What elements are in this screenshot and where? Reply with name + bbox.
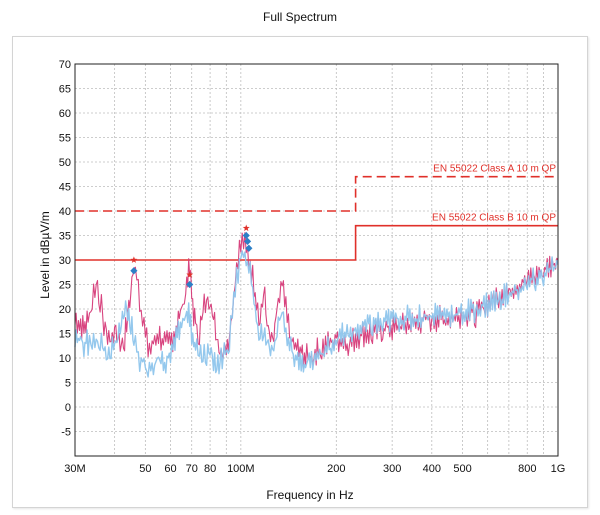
y-tick-label: 30 (59, 255, 71, 267)
chart-frame (12, 36, 588, 508)
qp-marker (243, 237, 252, 245)
y-tick-label: 50 (59, 157, 71, 169)
y-tick-label: 5 (65, 378, 71, 390)
limit-line (75, 224, 558, 261)
spectrum-trace (74, 250, 559, 378)
x-axis-label: Frequency in Hz (266, 488, 353, 502)
y-tick-label: 15 (59, 329, 71, 341)
y-tick-label: 60 (59, 108, 71, 120)
limit-lines: EN 55022 Class A 10 m QP EN 55022 Class B… (75, 164, 558, 261)
y-tick-label: 10 (59, 353, 71, 365)
limit-line-label: EN 55022 Class B 10 m QP (432, 213, 556, 224)
qp-marker (130, 267, 138, 275)
y-tick-label: 45 (59, 182, 71, 194)
y-tick-label: 20 (59, 304, 71, 316)
peak-marker (186, 271, 194, 278)
x-tick-label: 100M (227, 463, 255, 475)
x-tick-label: 30M (64, 463, 85, 475)
x-tick-label: 1G (551, 463, 566, 475)
peak-marker (242, 224, 250, 232)
x-tick-label: 200 (327, 463, 345, 475)
x-tick-label: 300 (383, 463, 401, 475)
x-tick-label: 400 (423, 463, 441, 475)
y-tick-label: 40 (59, 206, 71, 218)
y-tick-label: 35 (59, 231, 71, 243)
y-tick-label: -5 (61, 427, 71, 439)
limit-line (75, 175, 558, 212)
chart-title: Full Spectrum (262, 10, 338, 24)
x-tick-label: 70 (186, 463, 198, 475)
y-tick-label: 65 (59, 84, 71, 96)
y-tick-label: 0 (65, 402, 71, 414)
x-tick-label: 500 (453, 463, 471, 475)
limit-line-label: EN 55022 Class A 10 m QP (433, 164, 556, 175)
peak-marker (130, 256, 138, 263)
y-tick-label: 55 (59, 133, 71, 145)
measurement-traces (74, 232, 559, 378)
x-tick-label: 50 (139, 463, 151, 475)
y-tick-label: 70 (59, 59, 71, 71)
y-tick-label: 25 (59, 280, 71, 292)
y-axis-label: Level in dBµV/m (38, 211, 52, 299)
plot-area-border (74, 63, 559, 457)
qp-marker (242, 231, 250, 240)
peak-markers (130, 224, 253, 289)
qp-marker (245, 244, 253, 252)
qp-marker (186, 280, 194, 289)
x-tick-label: 800 (518, 463, 536, 475)
x-tick-label: 80 (204, 463, 216, 475)
x-tick-label: 60 (164, 463, 176, 475)
